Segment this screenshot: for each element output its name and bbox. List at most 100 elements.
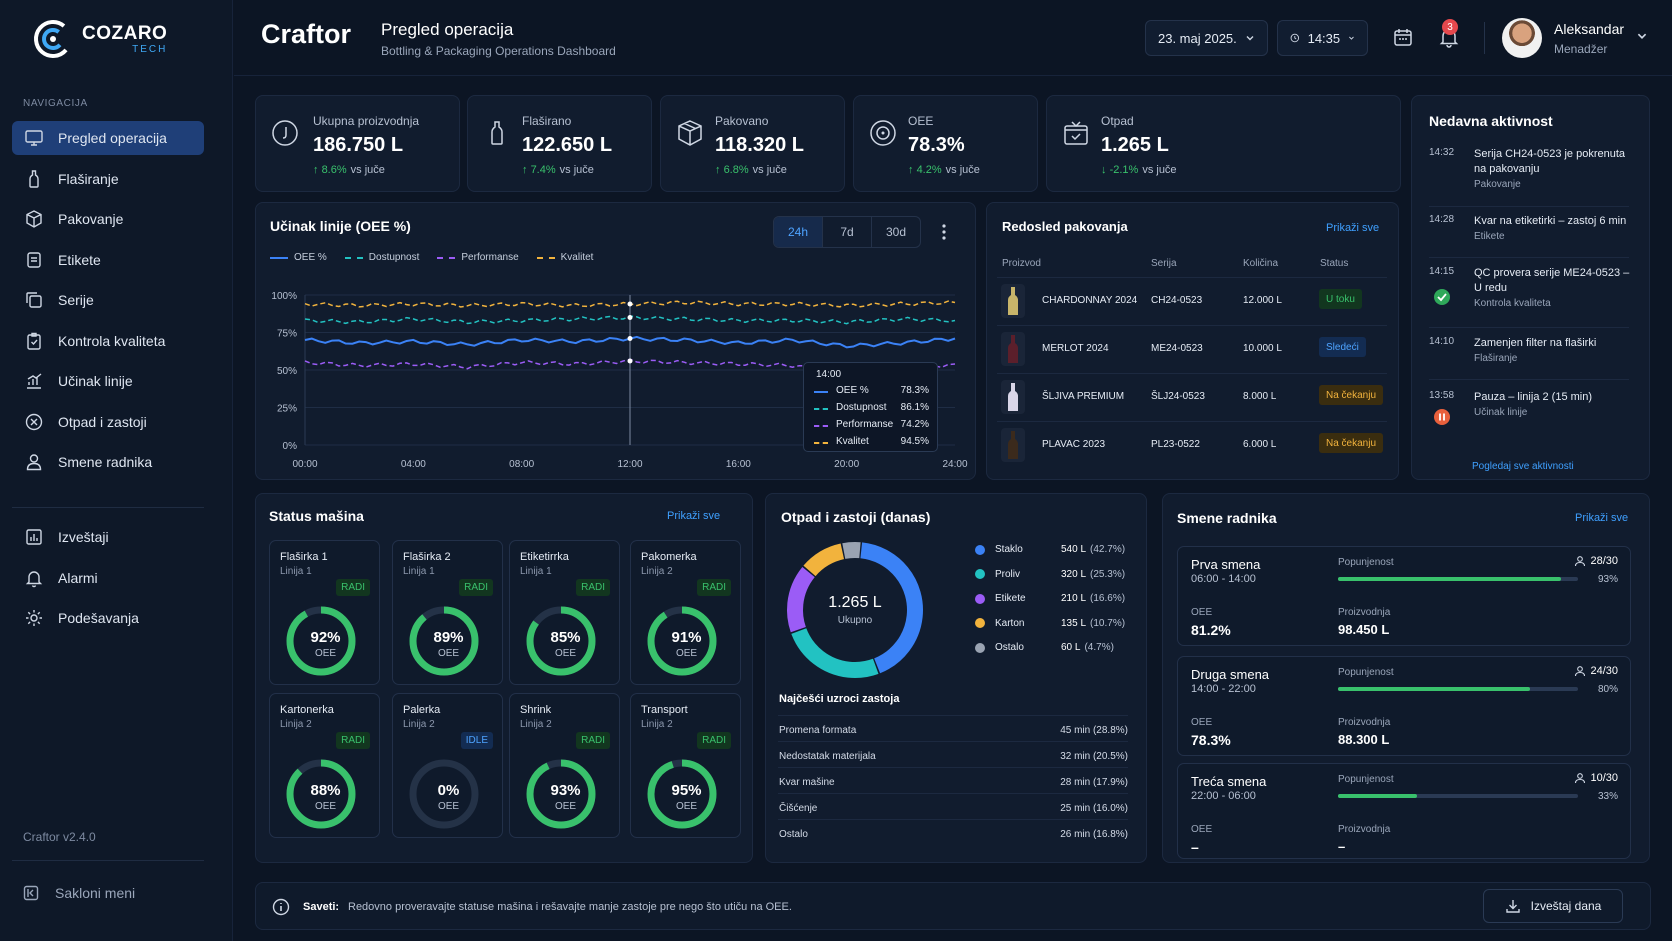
shift-fill-bar-value [1338,794,1418,798]
cause-duration: 26 min (16.8%) [1060,829,1128,840]
sidebar-item-label[interactable]: Etikete [12,243,204,277]
kpi-value: 78.3% [908,134,965,156]
activity-item[interactable]: 14:28 Kvar na etiketirki – zastoj 6 min Et… [1429,214,1629,258]
machine-card[interactable]: Flaširka 1 Linija 1 RADI 92% OEE [269,540,380,685]
kpi-card-total-production[interactable]: Ukupna proizvodnja 186.750 L ↑ 8.6% vs juče [255,95,460,192]
machine-oee-value: 92% [310,629,341,646]
kpi-card-bottled[interactable]: Flaširano 122.650 L ↑ 7.4% vs juče [467,95,652,192]
machine-card[interactable]: Palerka Linija 2 IDLE 0% OEE [392,693,503,838]
tooltip-time: 14:00 [816,369,842,380]
table-row[interactable]: CHARDONNAY 2024 CH24-0523 12.000 L U toku [997,277,1387,323]
shift-fill-bar [1338,687,1578,691]
sidebar-item-label: Podešavanja [58,610,139,626]
collapse-menu-button[interactable]: Sakloni meni [23,885,135,901]
machine-card[interactable]: Pakomerka Linija 2 RADI 91% OEE [630,540,741,685]
waste-donut-chart[interactable] [780,535,930,685]
legend-swatch [975,544,985,555]
machine-oee-value: 93% [550,782,581,799]
more-options-icon[interactable] [936,222,952,242]
machine-card[interactable]: Transport Linija 2 RADI 95% OEE [630,693,741,838]
shift-card[interactable]: Druga smena 14:00 - 22:00 Popunjenost 24/30… [1177,656,1631,756]
hover-point [627,358,633,364]
machine-card[interactable]: Etiketirrka Linija 1 RADI 85% OEE [509,540,620,685]
packaging-show-all-link[interactable]: Prikaži sve [1326,222,1380,234]
top-header: Craftor Pregled operacija Bottling & Pac… [234,0,1672,76]
kpi-value: 118.320 L [715,134,804,156]
sidebar-item-x-circle[interactable]: Otpad i zastoji [12,405,204,439]
machine-name: Transport [641,704,688,716]
machine-card[interactable]: Kartonerka Linija 2 RADI 88% OEE [269,693,380,838]
waste-value: 135 L [1061,617,1087,629]
tooltip-swatch [814,391,828,393]
sidebar-item-users[interactable]: Smene radnika [12,445,204,479]
kpi-card-packaged[interactable]: Pakovano 118.320 L ↑ 6.8% vs juče [660,95,845,192]
calendar-icon[interactable] [1392,26,1414,48]
sidebar-item-label: Pakovanje [58,211,124,227]
all-activities-link[interactable]: Pogledaj sve aktivnosti [1472,461,1574,472]
user-name[interactable]: Aleksandar [1554,21,1625,37]
header-divider [1484,22,1485,54]
sidebar-item-gear[interactable]: Podešavanja [12,601,204,635]
daily-report-button[interactable]: Izveštaj dana [1483,889,1623,923]
sidebar-item-bar-chart[interactable]: Učinak linije [12,364,204,398]
shift-oee-value: – [1191,839,1199,855]
user-avatar[interactable] [1502,18,1542,58]
sidebar-item-label: Etikete [58,251,101,268]
shift-oee-value: 81.2% [1191,622,1231,638]
activity-item[interactable]: 14:10 Zamenjen filter na flaširki Flaširan… [1429,336,1629,380]
machine-card[interactable]: Flaširka 2 Linija 1 RADI 89% OEE [392,540,503,685]
shift-fill-label: Popunjenost [1338,667,1394,678]
kpi-change-suffix: vs juče [945,164,980,176]
activity-divider [1429,379,1629,380]
machine-status-badge: RADI [576,732,610,749]
machine-line: Linija 2 [280,719,312,730]
kpi-change-value: 7.4% [530,164,556,176]
activity-item[interactable]: 14:32 Serija CH24-0523 je pokrenuta na pa… [1429,147,1629,207]
machine-oee-label: OEE [437,648,460,659]
logo[interactable]: COZARO TECH [32,18,167,60]
tab-7d[interactable]: 7d [823,217,872,247]
waste-legend-item: Proliv [975,569,1020,580]
table-row[interactable]: MERLOT 2024 ME24-0523 10.000 L Sledeći [997,325,1387,371]
activity-item[interactable]: 13:58 Pauza – linija 2 (15 min) Učinak lin… [1429,390,1629,440]
cause-name: Nedostatak materijala [779,751,876,762]
date-picker[interactable]: 23. maj 2025. [1145,20,1268,56]
kpi-card-oee[interactable]: OEE 78.3% ↑ 4.2% vs juče [853,95,1038,192]
table-row[interactable]: PLAVAC 2023 PL23-0522 6.000 L Na čekanju [997,421,1387,467]
kpi-card-waste[interactable]: Otpad 1.265 L ↓ -2.1% vs juče [1046,95,1401,192]
shift-fill-percent: 93% [1597,574,1618,585]
sidebar-item-monitor[interactable]: Pregled operacija [12,121,204,155]
chevron-down-icon [1246,36,1254,41]
tab-30d[interactable]: 30d [885,225,907,239]
shift-time: 06:00 - 14:00 [1191,573,1256,585]
downtime-causes-title: Najčešći uzroci zastoja [779,693,900,705]
shifts-show-all-link[interactable]: Prikaži sve [1575,512,1629,524]
time-picker[interactable]: 14:35 [1277,20,1368,56]
oee-gauge [647,606,717,676]
machines-show-all-link[interactable]: Prikaži sve [667,510,721,522]
sidebar-item-copy[interactable]: Serije [12,283,204,317]
kpi-change-suffix: vs juče [559,164,594,176]
machine-card[interactable]: Shrink Linija 2 RADI 93% OEE [509,693,620,838]
table-row[interactable]: ŠLJIVA PREMIUM ŠLJ24-0523 8.000 L Na čekanj… [997,373,1387,419]
sidebar-item-clipboard-check[interactable]: Kontrola kvaliteta [12,324,204,358]
tab-24h[interactable]: 24h [774,217,823,247]
shift-card[interactable]: Prva smena 06:00 - 14:00 Popunjenost 28/30 9… [1177,546,1631,646]
activity-category: Pakovanje [1474,179,1521,190]
activity-item[interactable]: 14:15 QC provera serije ME24-0523 – U red… [1429,266,1629,328]
shift-capacity-value: 28/30 [1590,555,1618,567]
machine-status-badge: RADI [576,579,610,596]
cause-name: Čišćenje [779,803,818,814]
sidebar-item-label: Otpad i zastoji [58,413,147,430]
machine-oee-label: OEE [554,801,577,812]
shift-production-value: – [1338,839,1346,854]
sidebar-item-box[interactable]: Pakovanje [12,202,204,236]
date-value: 23. maj 2025. [1158,30,1237,46]
user-menu-chevron-icon[interactable] [1636,30,1648,42]
sidebar-item-report[interactable]: Izveštaji [12,520,204,554]
sidebar-item-bottle[interactable]: Flaširanje [12,162,204,196]
shift-card[interactable]: Treća smena 22:00 - 06:00 Popunjenost 10/30… [1177,763,1631,859]
sidebar-item-bell[interactable]: Alarmi [12,561,204,595]
kpi-total-production-icon [272,120,298,146]
machine-status-badge: RADI [336,579,370,596]
